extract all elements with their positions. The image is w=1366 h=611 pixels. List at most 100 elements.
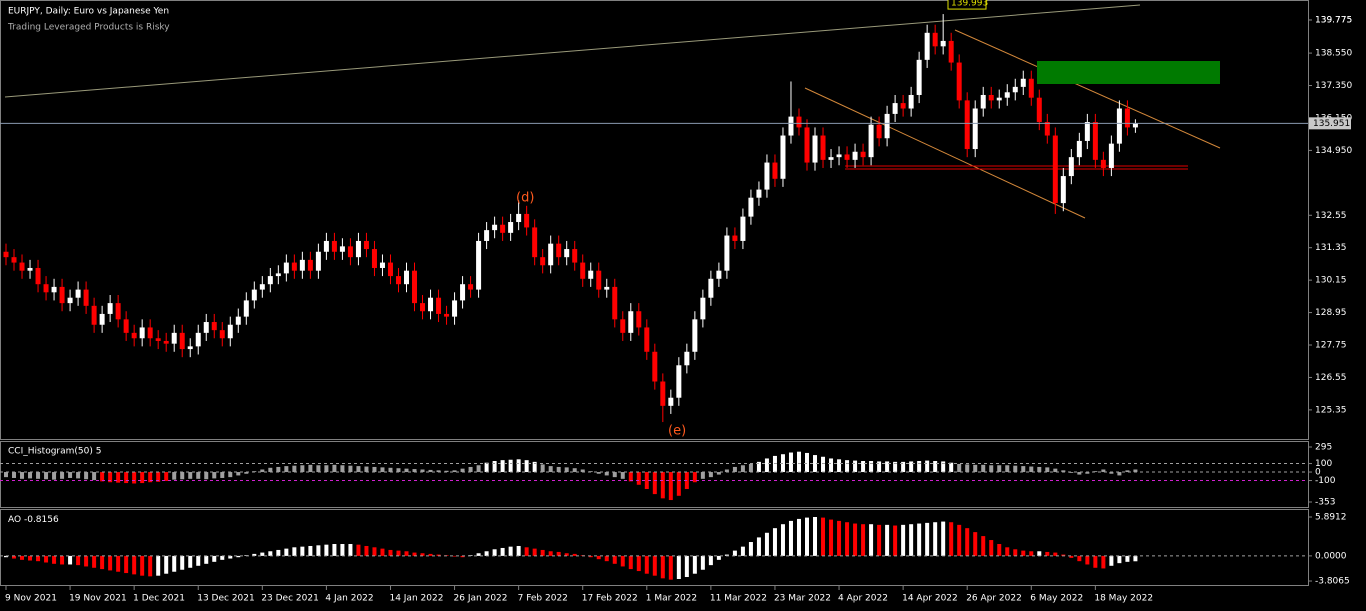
histogram-bar [124,555,129,574]
histogram-bar [460,555,465,558]
histogram-bar [428,469,433,473]
histogram-bar [292,547,297,556]
histogram-bar [164,555,169,574]
histogram-bar [76,555,81,566]
x-tick-label: 11 Mar 2022 [710,594,767,604]
y-tick-label: 137.350 [1315,81,1352,91]
candle-body [43,284,49,293]
candle-body [355,240,361,258]
x-tick-label: 14 Apr 2022 [902,594,958,604]
histogram-bar [308,545,313,556]
x-tick-label: 26 Jan 2022 [454,594,508,604]
histogram-bar [917,461,922,473]
candle-body [123,319,129,333]
histogram-bar [172,555,177,572]
histogram-bar [692,555,697,574]
histogram-bar [788,520,793,556]
candle-body [75,289,81,298]
candle-body [884,113,890,139]
histogram-bar [684,555,689,578]
y-tick-label: 0.0000 [1315,551,1347,561]
histogram-bar [404,551,409,556]
indicator-name: AO -0.8156 [8,515,59,525]
candle-body [203,322,209,333]
histogram-bar [748,542,753,556]
ao-panel [0,509,1309,586]
histogram-bar [116,555,121,572]
histogram-bar [1101,555,1106,569]
candle-body [1132,123,1138,128]
histogram-bar [796,451,801,473]
x-tick-label: 9 Nov 2021 [5,594,57,604]
histogram-bar [92,555,97,568]
histogram-bar [588,555,593,558]
histogram-bar [396,468,401,473]
supply-zone [1037,61,1220,84]
x-tick-label: 4 Apr 2022 [838,594,888,604]
histogram-bar [500,547,505,556]
candle-body [339,246,345,252]
candle-body [748,197,754,217]
histogram-bar [1053,468,1058,473]
histogram-bar [140,472,145,484]
histogram-bar [1069,472,1074,473]
candle-body [387,262,393,277]
y-tick-label: 295 [1315,443,1332,453]
histogram-bar [484,462,489,473]
y-tick-label: 127.75 [1315,341,1347,351]
candle-body [283,262,289,274]
histogram-bar [1005,465,1010,473]
candle-body [636,311,642,328]
histogram-bar [516,545,521,556]
histogram-bar [372,466,377,473]
candle-body [27,267,33,271]
y-tick-label: -100 [1315,476,1336,486]
histogram-bar [204,555,209,564]
histogram-bar [476,553,481,556]
histogram-bar [284,548,289,556]
histogram-bar [861,524,866,556]
histogram-bar [508,546,513,556]
candle-body [900,103,906,109]
histogram-bar [788,452,793,473]
histogram-bar [909,524,914,556]
main-panel [0,0,1309,440]
candle-body [724,235,730,271]
histogram-bar [1045,551,1050,556]
candle-body [604,286,610,290]
histogram-bar [1061,554,1066,556]
histogram-bar [196,555,201,566]
candle-body [275,273,281,277]
x-tick-label: 23 Dec 2021 [261,594,319,604]
histogram-bar [372,547,377,556]
histogram-bar [885,461,890,473]
histogram-bar [324,544,329,556]
histogram-bar [821,456,826,473]
histogram-bar [740,465,745,473]
candle-body [163,340,169,344]
candle-body [692,319,698,352]
candle-body [796,116,802,128]
candle-body [315,251,321,271]
histogram-bar [1029,466,1034,473]
candle-body [83,289,89,306]
histogram-bar [1061,470,1066,473]
histogram-bar [981,536,986,556]
histogram-bar [1085,555,1090,565]
histogram-bar [612,472,617,478]
candle-body [187,346,193,350]
candle-body [227,324,233,339]
histogram-bar [380,467,385,473]
histogram-bar [821,517,826,556]
histogram-bar [644,555,649,574]
candle-body [1116,108,1122,144]
histogram-bar [1021,550,1026,556]
candle-body [700,297,706,320]
histogram-bar [388,467,393,473]
histogram-bar [572,553,577,556]
histogram-bar [180,555,185,570]
histogram-bar [84,472,89,480]
histogram-bar [292,465,297,473]
histogram-bar [644,472,649,490]
